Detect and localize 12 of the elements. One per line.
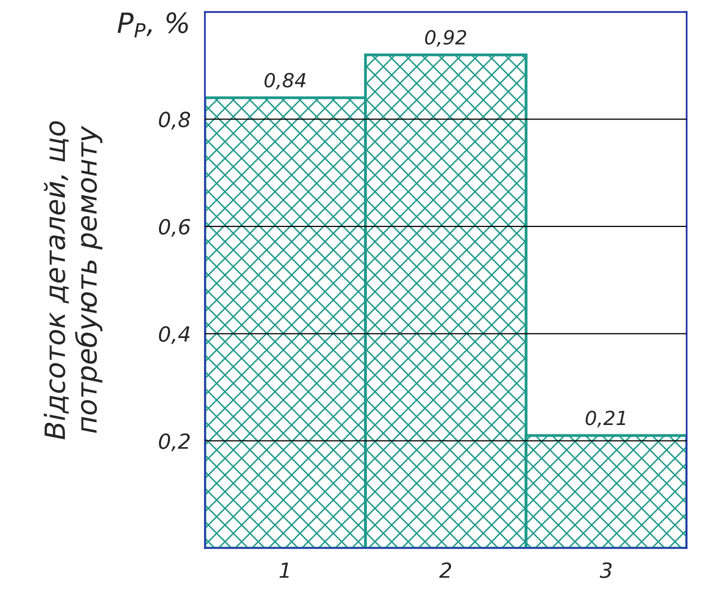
data-label: 0,92 <box>425 30 466 47</box>
y-axis-title: Відсоток деталей, що потребують ремонту <box>44 121 102 440</box>
x-tick-label: 3 <box>600 562 612 578</box>
x-tick-label: 1 <box>280 562 289 578</box>
y-tick-label: 0,2 <box>158 433 190 452</box>
x-tick-label: 2 <box>439 562 452 578</box>
data-label: 0,21 <box>586 410 626 428</box>
data-label: 0,84 <box>264 72 306 90</box>
y-tick-label: 0,6 <box>158 218 190 237</box>
text: P$_{P}$, % <box>118 12 188 38</box>
y-tick-label: 0,8 <box>158 112 190 130</box>
y-tick-label: 0,4 <box>158 326 190 344</box>
